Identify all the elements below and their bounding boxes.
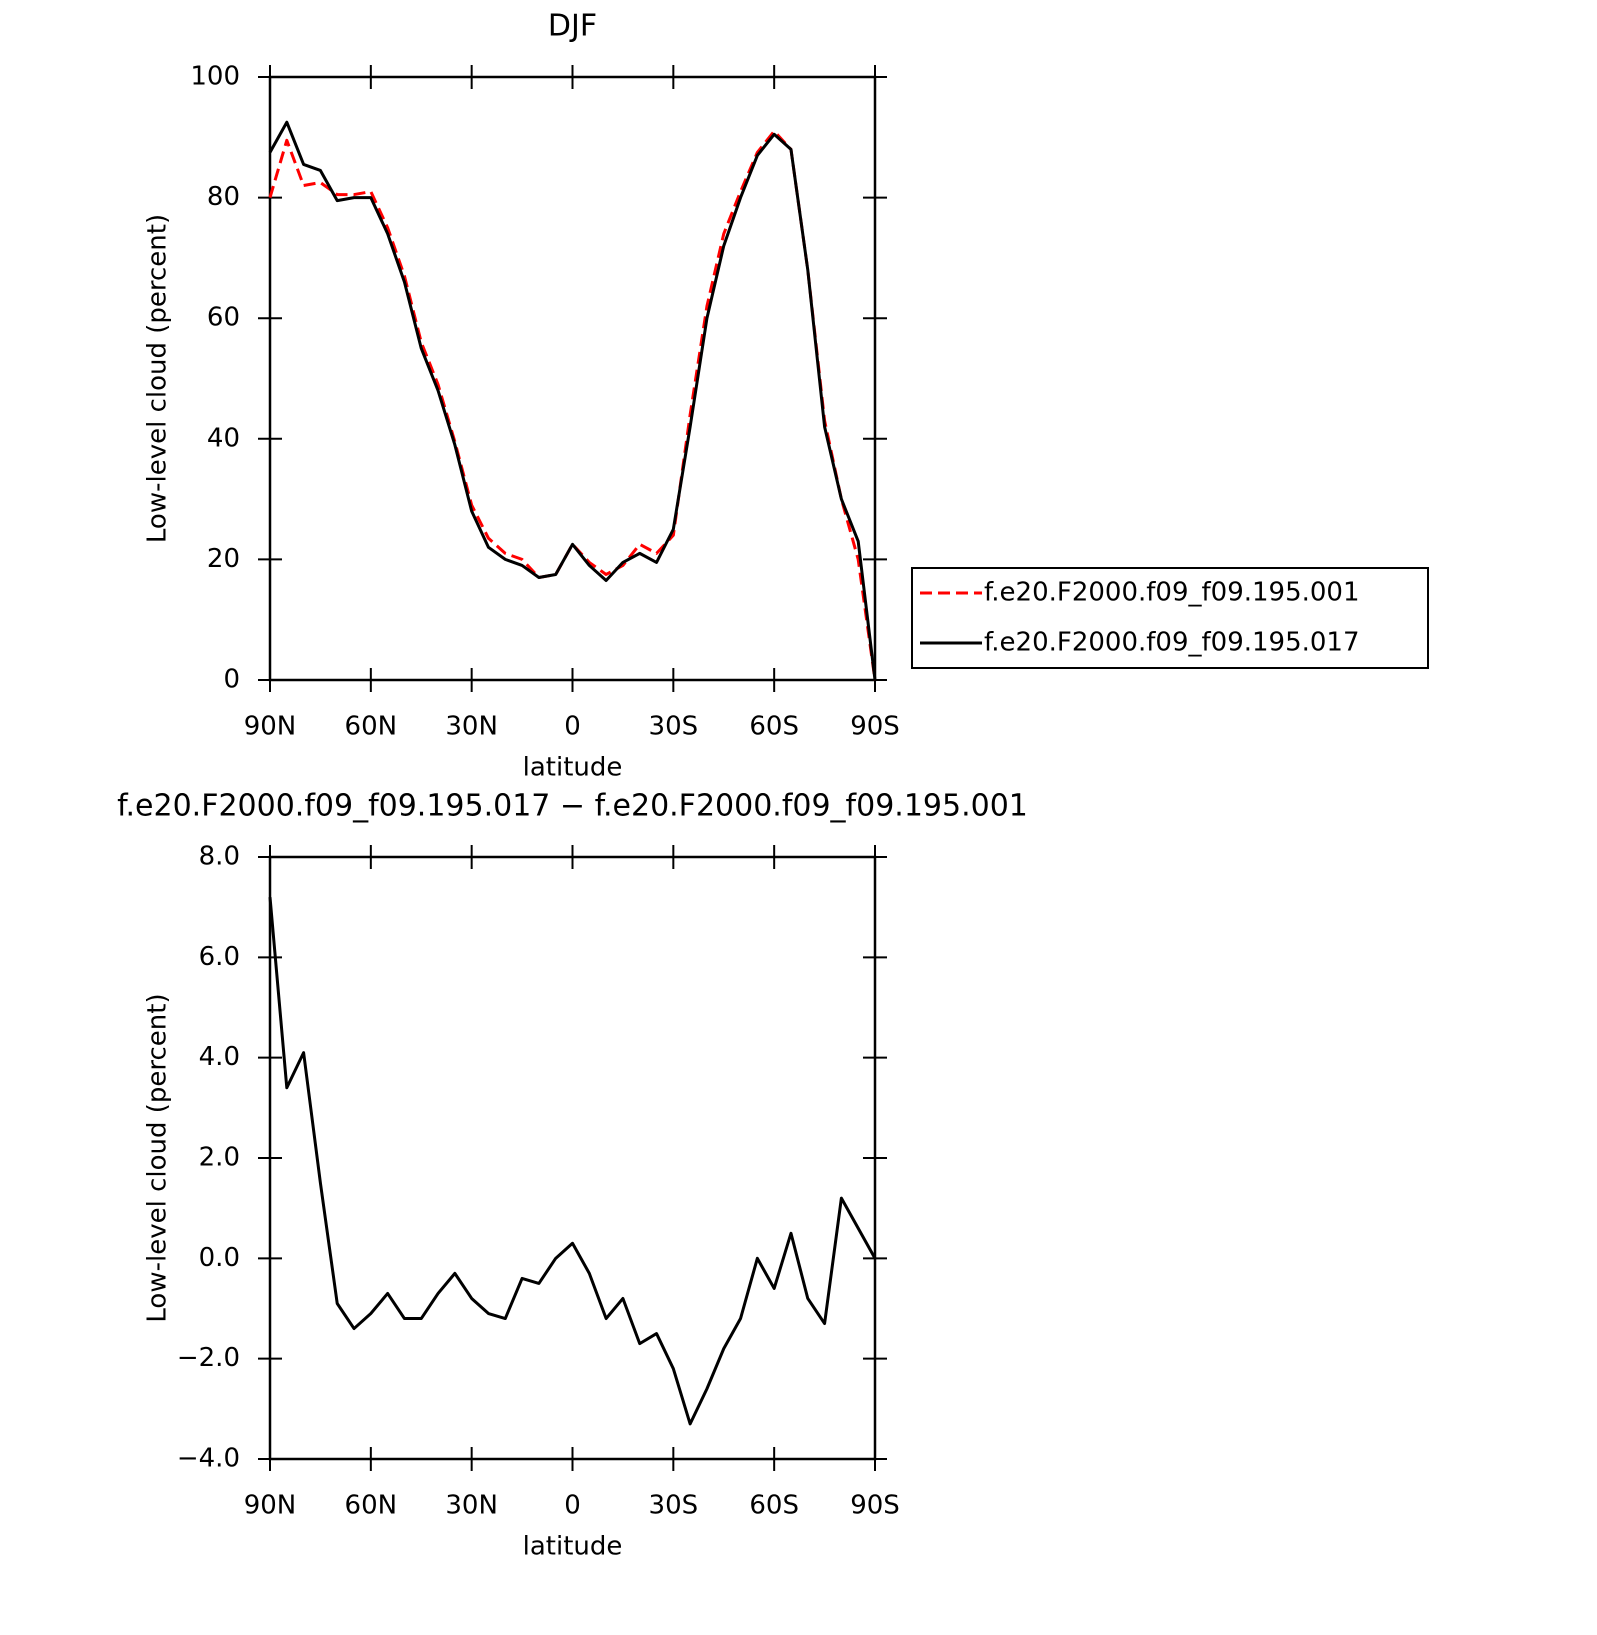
legend-box xyxy=(911,567,1429,669)
y-tick-label: −4.0 xyxy=(177,1444,240,1474)
x-tick-label: 90S xyxy=(850,1491,900,1521)
x-tick-label: 90N xyxy=(244,712,297,742)
y-tick-label: 2.0 xyxy=(199,1143,240,1173)
legend-label: f.e20.F2000.f09_f09.195.001 xyxy=(984,578,1360,608)
x-tick-label: 60S xyxy=(749,1491,799,1521)
x-tick-label: 90S xyxy=(850,712,900,742)
x-axis-label: latitude xyxy=(523,1532,623,1562)
data-line xyxy=(268,897,877,1426)
x-tick-label: 30N xyxy=(445,712,498,742)
legend-label: f.e20.F2000.f09_f09.195.017 xyxy=(984,628,1360,658)
y-tick-label: 80 xyxy=(207,182,240,212)
chart-title: DJF xyxy=(548,9,597,44)
y-axis-label: Low-level cloud (percent) xyxy=(143,214,173,543)
y-tick-label: 40 xyxy=(207,423,240,453)
y-tick-label: 4.0 xyxy=(199,1042,240,1072)
x-tick-label: 60N xyxy=(345,1491,398,1521)
data-line xyxy=(268,120,877,681)
data-line xyxy=(268,129,877,681)
chart-title: f.e20.F2000.f09_f09.195.017 − f.e20.F200… xyxy=(117,789,1028,824)
x-tick-label: 90N xyxy=(244,1491,297,1521)
x-tick-label: 30S xyxy=(649,712,699,742)
plot-frame xyxy=(268,75,877,682)
y-axis-label: Low-level cloud (percent) xyxy=(143,993,173,1322)
y-tick-label: 20 xyxy=(207,544,240,574)
plot-frame xyxy=(268,855,877,1461)
y-tick-label: 0 xyxy=(223,665,240,695)
x-tick-label: 60N xyxy=(345,712,398,742)
x-tick-label: 30N xyxy=(445,1491,498,1521)
y-tick-label: 0.0 xyxy=(199,1243,240,1273)
y-tick-label: 8.0 xyxy=(199,842,240,872)
y-tick-label: 100 xyxy=(190,62,240,92)
y-tick-label: 60 xyxy=(207,303,240,333)
x-tick-label: 0 xyxy=(564,1491,581,1521)
y-tick-label: −2.0 xyxy=(177,1343,240,1373)
x-tick-label: 30S xyxy=(649,1491,699,1521)
y-tick-label: 6.0 xyxy=(199,942,240,972)
x-axis-label: latitude xyxy=(523,753,623,783)
x-tick-label: 60S xyxy=(749,712,799,742)
x-tick-label: 0 xyxy=(564,712,581,742)
